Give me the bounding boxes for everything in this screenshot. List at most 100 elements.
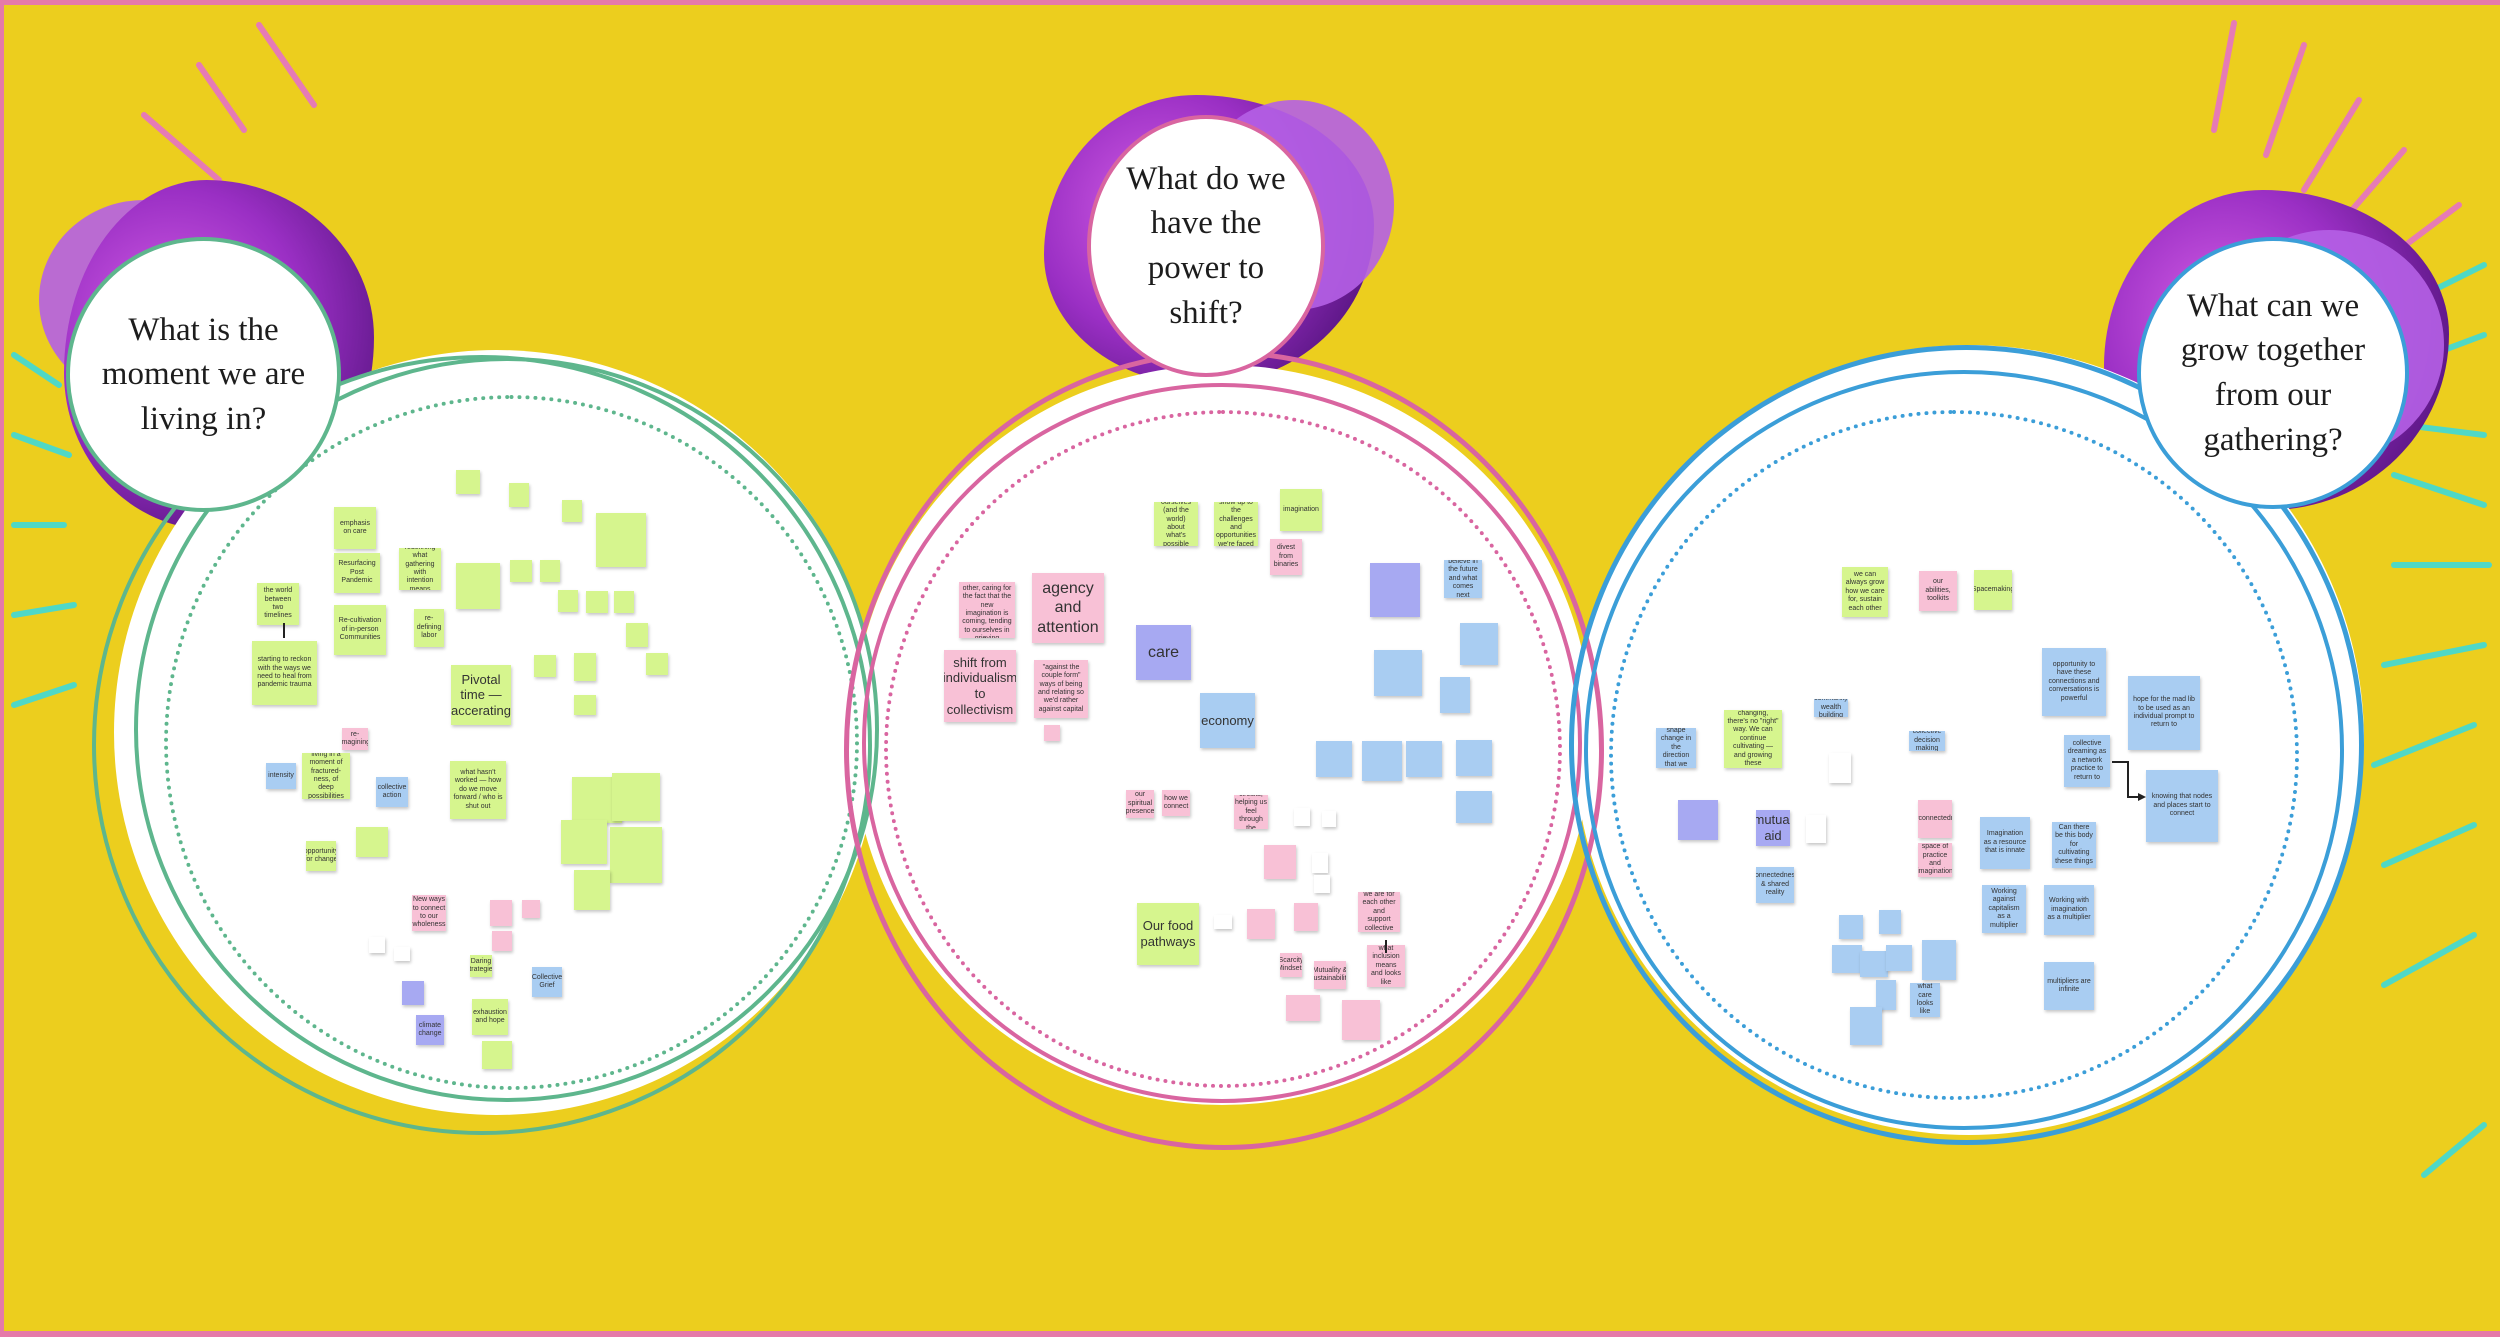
sticky-note[interactable]: expanding circuits, helping us feel thro…: [1234, 795, 1268, 829]
sticky-note-small[interactable]: [562, 500, 582, 522]
sticky-note-small[interactable]: [1316, 741, 1352, 777]
sticky-note-small[interactable]: [1370, 563, 1420, 617]
sticky-note-small[interactable]: [1678, 800, 1718, 840]
sticky-note[interactable]: care for each other, caring for the fact…: [959, 582, 1015, 638]
sticky-note-small[interactable]: [574, 870, 610, 910]
sticky-note-small[interactable]: [369, 937, 385, 953]
sticky-note-small[interactable]: [574, 653, 596, 681]
sticky-note[interactable]: Resurfacing Post Pandemic: [334, 553, 380, 593]
sticky-note[interactable]: we can always grow how we care for, sust…: [1842, 567, 1888, 617]
sticky-note[interactable]: economy: [1200, 693, 1255, 748]
sticky-note[interactable]: collective action: [376, 777, 408, 807]
sticky-note-small[interactable]: [1839, 915, 1863, 939]
sticky-note[interactable]: New ways to connect to our wholeness: [412, 895, 446, 931]
sticky-note-small[interactable]: [1214, 915, 1232, 929]
sticky-note-small[interactable]: [1294, 903, 1318, 931]
sticky-note[interactable]: imagination: [1280, 489, 1322, 531]
sticky-note-small[interactable]: [509, 483, 529, 507]
sticky-note-small[interactable]: [456, 470, 480, 494]
sticky-note-small[interactable]: [596, 513, 646, 567]
sticky-note-small[interactable]: [492, 931, 512, 951]
sticky-note-small[interactable]: [561, 820, 607, 864]
sticky-note-small[interactable]: [540, 560, 560, 582]
sticky-note[interactable]: knowing that nodes and places start to c…: [2146, 770, 2218, 842]
sticky-note-small[interactable]: [1374, 650, 1422, 696]
sticky-note[interactable]: Daring strategies: [470, 955, 492, 977]
sticky-note-small[interactable]: [1294, 808, 1310, 826]
sticky-note[interactable]: emphasis on care: [334, 507, 376, 549]
sticky-note[interactable]: community wealth building: [1814, 699, 1848, 717]
sticky-note[interactable]: divest from binaries: [1270, 539, 1302, 575]
sticky-note-small[interactable]: [614, 591, 634, 613]
sticky-note-small[interactable]: [394, 947, 410, 961]
sticky-note-small[interactable]: [1362, 741, 1402, 781]
sticky-note-small[interactable]: [646, 653, 668, 675]
sticky-note[interactable]: starting to reckon with the ways we need…: [252, 641, 317, 705]
sticky-note[interactable]: re-defining labor: [414, 609, 444, 647]
sticky-note[interactable]: what hasn't worked — how do we move forw…: [450, 761, 506, 819]
sticky-note[interactable]: Working against capitalism as a multipli…: [1982, 885, 2026, 933]
sticky-note[interactable]: Can there be this body for cultivating t…: [2052, 822, 2096, 868]
sticky-note-small[interactable]: [1850, 1007, 1882, 1045]
sticky-note[interactable]: Pivotal time — accerating: [451, 665, 511, 725]
sticky-note[interactable]: Working with imagination as a multiplier: [2044, 885, 2094, 935]
sticky-note[interactable]: Collective Grief: [532, 967, 562, 997]
sticky-note[interactable]: Spacemaking: [1974, 570, 2012, 610]
sticky-note[interactable]: this work is changing, there's no "right…: [1724, 710, 1782, 768]
sticky-note-small[interactable]: [1322, 811, 1336, 827]
sticky-note-small[interactable]: [456, 563, 500, 609]
sticky-note[interactable]: Our food pathways: [1137, 903, 1199, 965]
sticky-note-small[interactable]: [558, 590, 578, 612]
sticky-note-small[interactable]: [1286, 995, 1320, 1021]
sticky-note[interactable]: How we show up to the challenges and opp…: [1214, 502, 1258, 546]
sticky-note-small[interactable]: [1806, 815, 1826, 843]
sticky-note[interactable]: the ways we are for each other and suppo…: [1358, 892, 1400, 932]
sticky-note[interactable]: mutual aid: [1756, 810, 1790, 846]
sticky-note[interactable]: we can shape change in the direction tha…: [1656, 728, 1696, 768]
sticky-note[interactable]: "against the couple form" ways of being …: [1034, 660, 1088, 718]
sticky-note-small[interactable]: [1247, 909, 1275, 939]
sticky-note-small[interactable]: [1860, 951, 1888, 977]
sticky-note-small[interactable]: [1456, 791, 1492, 823]
sticky-note[interactable]: collective dreaming as a network practic…: [2064, 735, 2110, 787]
sticky-note-small[interactable]: [1044, 725, 1060, 741]
sticky-note[interactable]: stories we tell ourselves (and the world…: [1154, 502, 1198, 546]
sticky-note-small[interactable]: [1440, 677, 1470, 713]
sticky-note[interactable]: Scarcity Mindsets: [1280, 953, 1302, 977]
sticky-note-small[interactable]: [586, 591, 608, 613]
sticky-note[interactable]: Re-cultivation of in-person Communities: [334, 605, 386, 655]
sticky-note[interactable]: living in a moment of fractured-ness, of…: [302, 753, 350, 799]
sticky-note[interactable]: re-imagining: [342, 728, 368, 750]
sticky-note[interactable]: care: [1136, 625, 1191, 680]
sticky-note[interactable]: Imagination as a resource that is innate: [1980, 817, 2030, 869]
sticky-note-small[interactable]: [1406, 741, 1442, 777]
sticky-note-small[interactable]: [626, 623, 648, 647]
sticky-note[interactable]: intensity: [266, 763, 296, 789]
sticky-note[interactable]: shift from individualism to collectivism: [944, 650, 1016, 722]
sticky-note[interactable]: exhaustion and hope: [472, 999, 508, 1035]
sticky-note-small[interactable]: [356, 827, 388, 857]
sticky-note-small[interactable]: [510, 560, 532, 582]
sticky-note-small[interactable]: [1922, 940, 1956, 980]
sticky-note[interactable]: collective decision making: [1909, 731, 1945, 751]
sticky-note[interactable]: connectedness & shared reality: [1756, 867, 1794, 903]
sticky-note[interactable]: Interconnectedness: [1918, 800, 1952, 838]
sticky-note[interactable]: the world between two timelines: [257, 583, 299, 625]
sticky-note[interactable]: redefining what gathering with intention…: [399, 548, 441, 590]
sticky-note-small[interactable]: [1832, 945, 1862, 973]
sticky-note-small[interactable]: [490, 900, 512, 926]
sticky-note[interactable]: what care looks like: [1910, 983, 1940, 1017]
sticky-note[interactable]: space of practice and imagination: [1918, 843, 1952, 877]
sticky-note-small[interactable]: [1312, 853, 1328, 873]
sticky-note[interactable]: climate change: [416, 1015, 444, 1045]
sticky-note-small[interactable]: [534, 655, 556, 677]
sticky-note-small[interactable]: [402, 981, 424, 1005]
sticky-note-small[interactable]: [612, 773, 660, 821]
sticky-note-small[interactable]: [522, 900, 540, 918]
sticky-note[interactable]: opportunity to have these connections an…: [2042, 648, 2106, 716]
sticky-note-small[interactable]: [1264, 845, 1296, 879]
sticky-note-small[interactable]: [1886, 945, 1912, 971]
sticky-note-small[interactable]: [1460, 623, 1498, 665]
sticky-note[interactable]: our spiritual presence: [1126, 790, 1154, 818]
